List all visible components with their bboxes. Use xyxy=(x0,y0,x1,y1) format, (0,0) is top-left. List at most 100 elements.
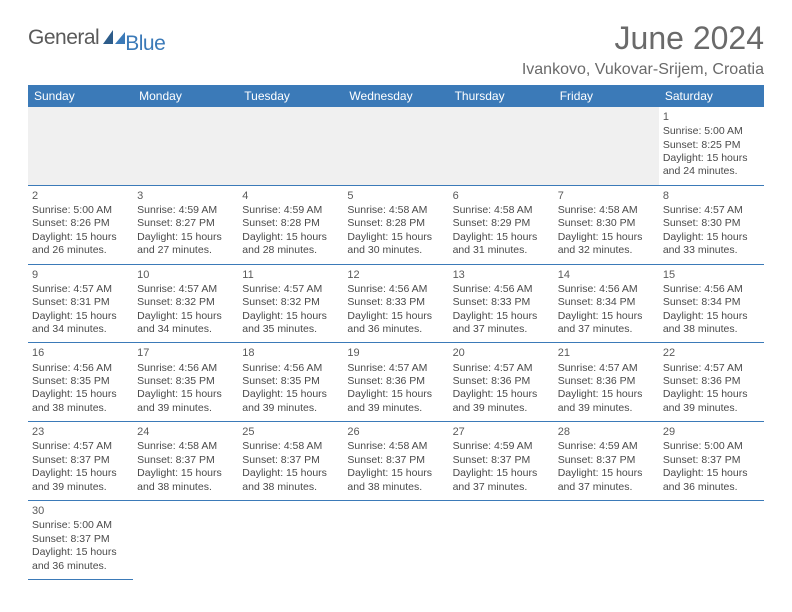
cell-text-day2: and 27 minutes. xyxy=(137,244,234,257)
day-header: Saturday xyxy=(659,85,764,107)
brand-part1: General xyxy=(28,26,99,50)
cell-text-day2: and 39 minutes. xyxy=(663,402,760,415)
calendar-cell: 8Sunrise: 4:57 AMSunset: 8:30 PMDaylight… xyxy=(659,185,764,264)
cell-text-sunrise: Sunrise: 4:56 AM xyxy=(242,362,339,375)
cell-text-day1: Daylight: 15 hours xyxy=(242,467,339,480)
calendar-cell xyxy=(238,107,343,185)
calendar-cell: 6Sunrise: 4:58 AMSunset: 8:29 PMDaylight… xyxy=(449,185,554,264)
calendar-week: 16Sunrise: 4:56 AMSunset: 8:35 PMDayligh… xyxy=(28,343,764,422)
cell-text-sunrise: Sunrise: 4:59 AM xyxy=(453,440,550,453)
calendar-cell: 23Sunrise: 4:57 AMSunset: 8:37 PMDayligh… xyxy=(28,422,133,501)
calendar-body: 1Sunrise: 5:00 AMSunset: 8:25 PMDaylight… xyxy=(28,107,764,579)
sail-icon xyxy=(101,28,127,46)
calendar-cell: 21Sunrise: 4:57 AMSunset: 8:36 PMDayligh… xyxy=(554,343,659,422)
cell-text-sunrise: Sunrise: 4:57 AM xyxy=(32,440,129,453)
cell-text-day1: Daylight: 15 hours xyxy=(242,388,339,401)
cell-text-sunrise: Sunrise: 4:56 AM xyxy=(347,283,444,296)
calendar-cell: 26Sunrise: 4:58 AMSunset: 8:37 PMDayligh… xyxy=(343,422,448,501)
day-number: 14 xyxy=(558,268,655,282)
calendar-week: 23Sunrise: 4:57 AMSunset: 8:37 PMDayligh… xyxy=(28,422,764,501)
day-number: 17 xyxy=(137,346,234,360)
cell-text-day2: and 33 minutes. xyxy=(663,244,760,257)
cell-text-day2: and 39 minutes. xyxy=(347,402,444,415)
cell-text-day2: and 39 minutes. xyxy=(558,402,655,415)
calendar-cell xyxy=(238,501,343,580)
day-number: 13 xyxy=(453,268,550,282)
cell-text-sunrise: Sunrise: 4:59 AM xyxy=(558,440,655,453)
cell-text-sunset: Sunset: 8:37 PM xyxy=(32,454,129,467)
day-header: Thursday xyxy=(449,85,554,107)
calendar-cell: 17Sunrise: 4:56 AMSunset: 8:35 PMDayligh… xyxy=(133,343,238,422)
cell-text-day1: Daylight: 15 hours xyxy=(347,467,444,480)
calendar-cell xyxy=(28,107,133,185)
day-number: 15 xyxy=(663,268,760,282)
cell-text-sunset: Sunset: 8:37 PM xyxy=(453,454,550,467)
calendar-cell: 2Sunrise: 5:00 AMSunset: 8:26 PMDaylight… xyxy=(28,185,133,264)
cell-text-day2: and 32 minutes. xyxy=(558,244,655,257)
cell-text-day2: and 39 minutes. xyxy=(242,402,339,415)
calendar-cell: 4Sunrise: 4:59 AMSunset: 8:28 PMDaylight… xyxy=(238,185,343,264)
cell-text-day1: Daylight: 15 hours xyxy=(663,231,760,244)
day-number: 6 xyxy=(453,189,550,203)
day-header: Tuesday xyxy=(238,85,343,107)
day-number: 7 xyxy=(558,189,655,203)
calendar-cell: 22Sunrise: 4:57 AMSunset: 8:36 PMDayligh… xyxy=(659,343,764,422)
cell-text-sunrise: Sunrise: 4:58 AM xyxy=(453,204,550,217)
cell-text-day1: Daylight: 15 hours xyxy=(558,310,655,323)
day-number: 8 xyxy=(663,189,760,203)
cell-text-day1: Daylight: 15 hours xyxy=(453,310,550,323)
cell-text-sunrise: Sunrise: 4:57 AM xyxy=(32,283,129,296)
cell-text-sunrise: Sunrise: 5:00 AM xyxy=(663,125,760,138)
day-number: 4 xyxy=(242,189,339,203)
cell-text-day1: Daylight: 15 hours xyxy=(32,467,129,480)
cell-text-sunset: Sunset: 8:30 PM xyxy=(558,217,655,230)
calendar-cell: 18Sunrise: 4:56 AMSunset: 8:35 PMDayligh… xyxy=(238,343,343,422)
cell-text-day2: and 36 minutes. xyxy=(32,560,129,573)
location-text: Ivankovo, Vukovar-Srijem, Croatia xyxy=(522,61,764,79)
day-number: 3 xyxy=(137,189,234,203)
cell-text-day1: Daylight: 15 hours xyxy=(137,388,234,401)
cell-text-day2: and 30 minutes. xyxy=(347,244,444,257)
cell-text-sunrise: Sunrise: 4:57 AM xyxy=(347,362,444,375)
day-number: 5 xyxy=(347,189,444,203)
calendar-cell: 20Sunrise: 4:57 AMSunset: 8:36 PMDayligh… xyxy=(449,343,554,422)
brand-part2: Blue xyxy=(125,32,165,56)
brand-logo: General Blue xyxy=(28,26,165,56)
title-block: June 2024 Ivankovo, Vukovar-Srijem, Croa… xyxy=(522,20,764,79)
cell-text-sunrise: Sunrise: 5:00 AM xyxy=(663,440,760,453)
day-number: 22 xyxy=(663,346,760,360)
cell-text-sunset: Sunset: 8:37 PM xyxy=(242,454,339,467)
calendar-cell: 27Sunrise: 4:59 AMSunset: 8:37 PMDayligh… xyxy=(449,422,554,501)
cell-text-day1: Daylight: 15 hours xyxy=(32,310,129,323)
day-number: 11 xyxy=(242,268,339,282)
cell-text-day1: Daylight: 15 hours xyxy=(137,310,234,323)
cell-text-sunset: Sunset: 8:34 PM xyxy=(663,296,760,309)
cell-text-sunrise: Sunrise: 4:56 AM xyxy=(32,362,129,375)
calendar-cell: 25Sunrise: 4:58 AMSunset: 8:37 PMDayligh… xyxy=(238,422,343,501)
cell-text-day2: and 37 minutes. xyxy=(558,323,655,336)
cell-text-sunrise: Sunrise: 4:56 AM xyxy=(558,283,655,296)
cell-text-day1: Daylight: 15 hours xyxy=(137,231,234,244)
calendar-week: 2Sunrise: 5:00 AMSunset: 8:26 PMDaylight… xyxy=(28,185,764,264)
cell-text-sunset: Sunset: 8:30 PM xyxy=(663,217,760,230)
cell-text-sunrise: Sunrise: 4:57 AM xyxy=(558,362,655,375)
cell-text-sunset: Sunset: 8:36 PM xyxy=(663,375,760,388)
cell-text-sunrise: Sunrise: 4:57 AM xyxy=(242,283,339,296)
cell-text-day2: and 38 minutes. xyxy=(242,481,339,494)
cell-text-day1: Daylight: 15 hours xyxy=(558,231,655,244)
cell-text-day1: Daylight: 15 hours xyxy=(663,152,760,165)
calendar-cell: 10Sunrise: 4:57 AMSunset: 8:32 PMDayligh… xyxy=(133,264,238,343)
cell-text-sunset: Sunset: 8:37 PM xyxy=(32,533,129,546)
cell-text-sunrise: Sunrise: 4:58 AM xyxy=(558,204,655,217)
month-title: June 2024 xyxy=(522,20,764,57)
calendar-cell: 16Sunrise: 4:56 AMSunset: 8:35 PMDayligh… xyxy=(28,343,133,422)
cell-text-sunset: Sunset: 8:33 PM xyxy=(347,296,444,309)
cell-text-day2: and 34 minutes. xyxy=(137,323,234,336)
calendar-cell xyxy=(343,107,448,185)
calendar-cell xyxy=(554,501,659,580)
cell-text-sunset: Sunset: 8:29 PM xyxy=(453,217,550,230)
calendar-cell xyxy=(133,107,238,185)
calendar-cell: 14Sunrise: 4:56 AMSunset: 8:34 PMDayligh… xyxy=(554,264,659,343)
cell-text-day2: and 28 minutes. xyxy=(242,244,339,257)
cell-text-sunrise: Sunrise: 4:56 AM xyxy=(453,283,550,296)
